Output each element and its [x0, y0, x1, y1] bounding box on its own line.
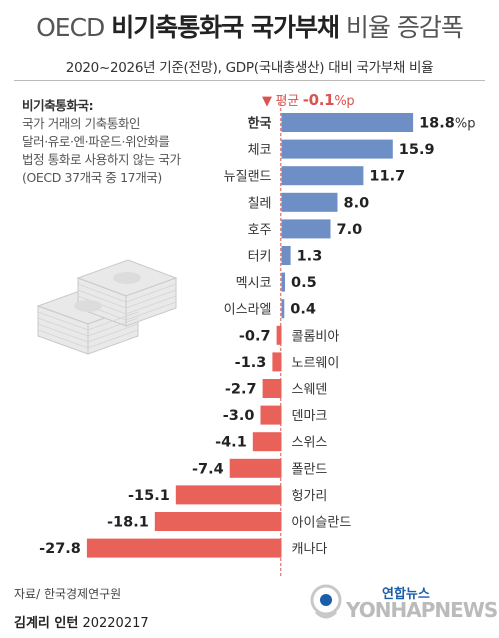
title-suffix: 비율 증감폭 — [345, 13, 464, 42]
value-label: 8.0 — [344, 195, 370, 211]
category-label: 터키 — [248, 250, 272, 265]
bar-한국 — [281, 113, 414, 132]
average-label: ▼ 평균 -0.1%p — [262, 90, 355, 109]
definition-note: 비기축통화국: 국가 거래의 기축통화인 달러·유로·엔·파운드·위안화를 법정… — [22, 97, 181, 187]
credit-name: 김계리 인턴 — [14, 616, 79, 631]
bar-헝가리 — [175, 485, 282, 505]
category-label: 캐나다 — [292, 542, 328, 557]
value-label: -15.1 — [128, 488, 170, 504]
category-label: 스웨덴 — [292, 383, 328, 398]
bar-스위스 — [252, 432, 282, 452]
category-label: 아이슬란드 — [292, 516, 352, 531]
average-text: 평균 — [275, 94, 300, 109]
value-label: 7.0 — [337, 222, 363, 238]
bar-뉴질랜드 — [281, 166, 364, 186]
source-note: 자료/ 한국경제연구원 — [14, 587, 122, 601]
bar-노르웨이 — [272, 352, 282, 372]
title-prefix: OECD — [36, 13, 105, 42]
value-label: -7.4 — [192, 461, 224, 477]
average-marker-icon: ▼ — [262, 94, 272, 109]
credit: 김계리 인턴 20220217 — [14, 612, 149, 631]
bar-덴마크 — [260, 405, 282, 425]
category-label: 스위스 — [292, 436, 328, 451]
note-line: 법정 통화로 사용하지 않는 국가 — [22, 152, 181, 167]
value-label: 1.3 — [297, 249, 323, 265]
bar-호주 — [281, 219, 331, 239]
bar-폴란드 — [229, 458, 282, 478]
logo-korean: 연합뉴스 — [382, 587, 430, 602]
value-label: -0.7 — [239, 328, 271, 344]
value-label: -3.0 — [223, 408, 255, 424]
category-label: 호주 — [248, 223, 272, 238]
category-label: 노르웨이 — [292, 356, 340, 371]
bar-아이슬란드 — [154, 512, 282, 531]
category-label: 폴란드 — [292, 462, 328, 477]
note-line: (OECD 37개국 중 17개국) — [22, 170, 162, 185]
money-stack-illustration — [36, 259, 178, 355]
value-label: -18.1 — [107, 515, 149, 531]
note-line: 달러·유로·엔·파운드·위안화를 — [22, 134, 170, 149]
bar-캐나다 — [86, 538, 282, 558]
logo-english: YONHAPNEWS — [346, 598, 498, 622]
title-main: 비기축통화국 국가부채 — [111, 13, 340, 42]
value-label: -27.8 — [39, 541, 81, 557]
note-heading: 비기축통화국: — [22, 98, 94, 113]
bar-스웨덴 — [262, 379, 282, 398]
yonhap-logo: 연합뉴스 YONHAPNEWS — [302, 580, 498, 630]
bar-이스라엘 — [281, 299, 285, 319]
value-label: -1.3 — [235, 355, 267, 371]
value-label: 11.7 — [369, 169, 405, 185]
category-label: 헝가리 — [292, 489, 328, 504]
value-label: 0.4 — [290, 302, 316, 318]
bar-터키 — [281, 246, 291, 265]
category-label: 멕시코 — [236, 276, 272, 291]
value-label: -2.7 — [225, 382, 257, 398]
credit-date: 20220217 — [82, 616, 149, 631]
category-label: 콜롬비아 — [292, 329, 340, 344]
value-label: 18.8%p — [419, 116, 475, 132]
header-divider — [14, 80, 485, 81]
value-label: 15.9 — [399, 142, 435, 158]
category-label: 한국 — [248, 116, 272, 132]
chart-subtitle: 2020~2026년 기준(전망), GDP(국내총생산) 대비 국가부채 비율 — [65, 60, 434, 76]
bar-콜롬비아 — [276, 325, 282, 345]
average-value: -0.1 — [302, 91, 335, 109]
bar-칠레 — [281, 192, 338, 212]
category-label: 칠레 — [248, 196, 272, 211]
bar-체코 — [281, 139, 393, 159]
note-line: 국가 거래의 기축통화인 — [22, 116, 141, 131]
value-label: -4.1 — [215, 435, 247, 451]
category-label: 뉴질랜드 — [224, 170, 272, 185]
category-label: 덴마크 — [292, 409, 328, 424]
chart-title: OECD 비기축통화국 국가부채 비율 증감폭 — [0, 8, 499, 44]
category-label: 이스라엘 — [224, 303, 272, 318]
value-label: 0.5 — [291, 275, 317, 291]
average-unit: %p — [334, 94, 355, 109]
category-label: 체코 — [248, 143, 272, 158]
bar-멕시코 — [281, 272, 285, 292]
yonhap-emblem-icon — [310, 584, 342, 619]
